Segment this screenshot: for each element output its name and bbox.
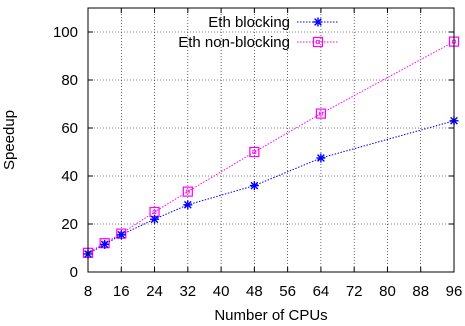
data-point-eth-blocking bbox=[150, 215, 159, 224]
y-tick-label: 40 bbox=[61, 168, 78, 185]
series-line-eth-blocking bbox=[87, 120, 455, 255]
x-tick-label: 72 bbox=[346, 283, 363, 300]
x-tick-label: 88 bbox=[412, 283, 429, 300]
x-tick-label: 40 bbox=[213, 283, 230, 300]
data-point-eth-non-blocking bbox=[252, 150, 257, 154]
data-point-eth-non-blocking bbox=[182, 186, 193, 197]
legend-label-eth-non-blocking: Eth non-blocking bbox=[178, 34, 290, 51]
data-point-eth-non-blocking bbox=[319, 111, 323, 116]
x-tick-label: 8 bbox=[84, 283, 92, 300]
legend-marker-eth-non-blocking bbox=[312, 36, 324, 48]
x-tick-label: 16 bbox=[113, 283, 130, 300]
x-axis-ticks: 8 16 24 32 40 48 56 64 72 80 88 96 bbox=[84, 8, 463, 300]
y-tick-label: 20 bbox=[61, 216, 78, 233]
plot-frame bbox=[87, 7, 455, 273]
series-layer bbox=[82, 36, 460, 259]
x-tick-label: 80 bbox=[379, 283, 396, 300]
x-axis-label: Number of CPUs bbox=[214, 307, 327, 324]
x-tick-label: 48 bbox=[246, 283, 263, 300]
data-point-eth-non-blocking bbox=[185, 189, 190, 194]
data-point-eth-non-blocking bbox=[152, 210, 157, 214]
legend-marker-eth-non-blocking bbox=[316, 40, 320, 44]
series-line-eth-non-blocking bbox=[87, 41, 455, 254]
data-point-eth-blocking bbox=[317, 154, 325, 162]
x-tick-label: 56 bbox=[279, 283, 296, 300]
grid-lines bbox=[88, 8, 454, 272]
legend-label-eth-blocking: Eth blocking bbox=[208, 14, 290, 31]
data-point-eth-non-blocking bbox=[249, 146, 260, 158]
y-tick-label: 60 bbox=[61, 120, 78, 137]
x-tick-label: 32 bbox=[179, 283, 196, 300]
data-point-eth-blocking bbox=[250, 181, 259, 190]
legend: Eth blocking Eth non-blocking bbox=[178, 14, 339, 51]
y-tick-label: 0 bbox=[70, 264, 78, 281]
data-point-eth-non-blocking bbox=[315, 108, 327, 119]
series-eth-blocking bbox=[83, 116, 459, 259]
legend-marker-eth-blocking bbox=[314, 18, 322, 26]
data-point-eth-blocking bbox=[100, 240, 109, 249]
y-tick-label: 100 bbox=[53, 24, 78, 41]
data-point-eth-blocking bbox=[183, 200, 192, 209]
y-axis-ticks: 0 20 40 60 80 100 bbox=[53, 24, 454, 281]
y-axis-label: Speedup bbox=[1, 110, 18, 170]
x-tick-label: 24 bbox=[146, 283, 163, 300]
x-tick-label: 96 bbox=[446, 283, 463, 300]
y-tick-label: 80 bbox=[61, 72, 78, 89]
data-point-eth-blocking bbox=[117, 230, 126, 239]
x-tick-label: 64 bbox=[313, 283, 330, 300]
